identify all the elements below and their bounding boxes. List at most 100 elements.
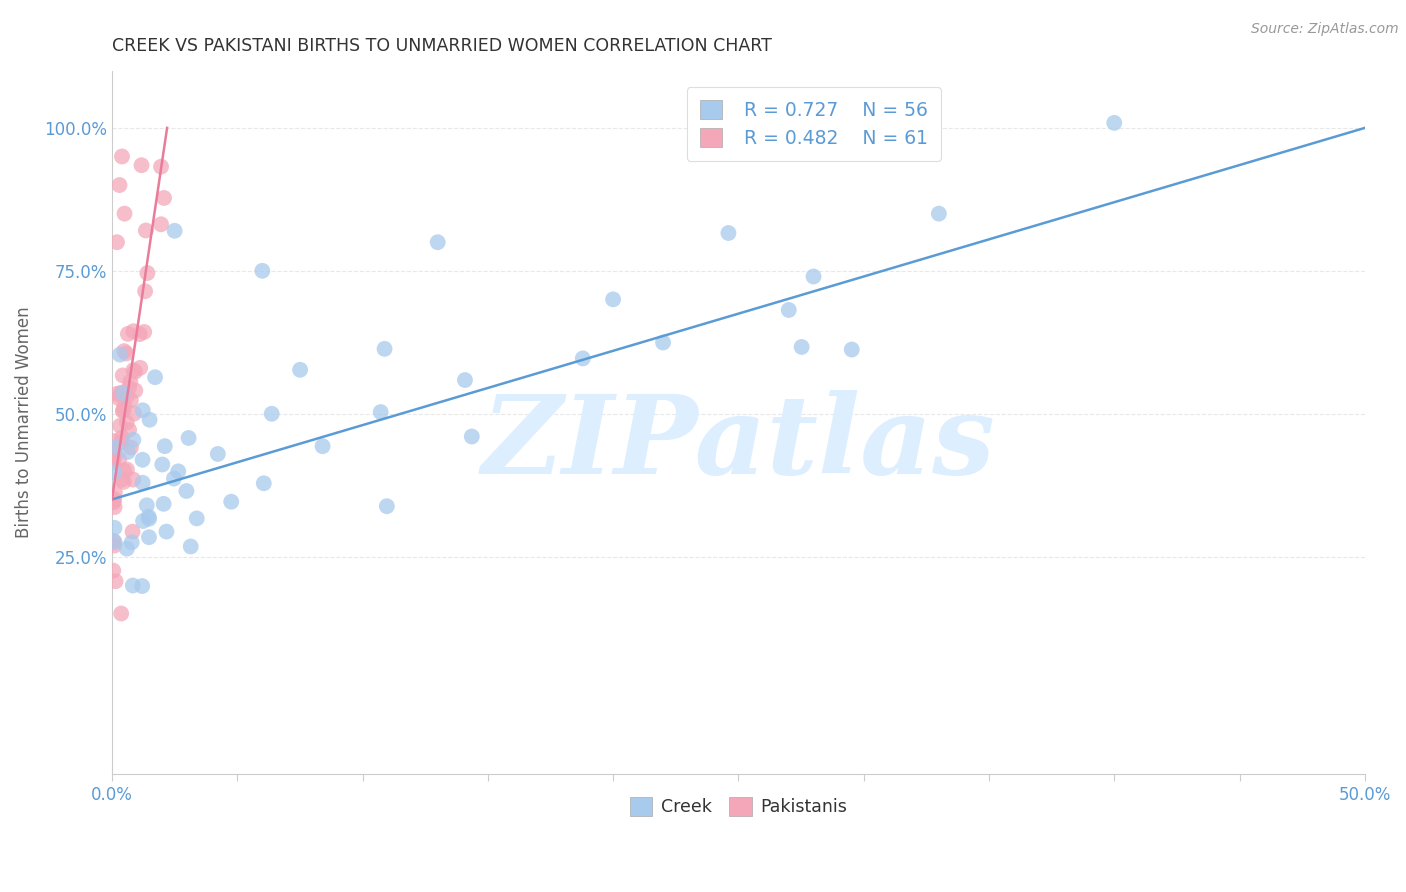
Text: ZIPatlas: ZIPatlas (481, 390, 995, 497)
Point (571, 351, 593, 366)
Point (117, 445, 139, 459)
Point (108, 418, 131, 433)
Point (103, 535, 125, 549)
Point (163, 224, 186, 238)
Point (122, 473, 145, 487)
Point (132, 514, 155, 528)
Point (112, 464, 135, 478)
Point (150, 458, 173, 472)
Point (111, 386, 134, 401)
Point (288, 363, 311, 377)
Point (135, 223, 157, 237)
Point (134, 325, 156, 339)
Point (103, 434, 125, 448)
Point (112, 475, 135, 489)
Point (311, 439, 333, 453)
Point (115, 541, 138, 556)
Point (803, 269, 825, 284)
Point (150, 217, 173, 231)
Point (375, 499, 398, 513)
Point (129, 360, 152, 375)
Point (186, 511, 208, 525)
Point (112, 403, 135, 417)
Point (602, 293, 624, 307)
Point (112, 399, 135, 413)
Point (426, 235, 449, 250)
Point (104, 440, 127, 454)
Point (138, 413, 160, 427)
Point (108, 348, 131, 362)
Point (120, 375, 142, 389)
Point (103, 491, 125, 506)
Point (454, 373, 477, 387)
Point (103, 450, 125, 465)
Text: CREEK VS PAKISTANI BIRTHS TO UNMARRIED WOMEN CORRELATION CHART: CREEK VS PAKISTANI BIRTHS TO UNMARRIED W… (112, 37, 772, 55)
Point (111, 404, 134, 418)
Point (103, 495, 125, 509)
Point (107, 391, 129, 405)
Point (121, 578, 143, 592)
Point (131, 579, 153, 593)
Point (115, 462, 138, 476)
Point (717, 226, 740, 240)
Point (131, 158, 153, 172)
Point (103, 455, 125, 469)
Text: Source: ZipAtlas.com: Source: ZipAtlas.com (1251, 22, 1399, 37)
Point (120, 393, 142, 408)
Point (110, 434, 132, 449)
Point (115, 346, 138, 360)
Point (138, 512, 160, 526)
Point (108, 452, 131, 467)
Point (167, 464, 190, 478)
Legend: Creek, Pakistanis: Creek, Pakistanis (621, 789, 856, 825)
Point (374, 342, 396, 356)
Point (103, 466, 125, 480)
Point (138, 509, 160, 524)
Point (114, 207, 136, 221)
Point (138, 530, 160, 544)
Point (105, 387, 128, 401)
Point (150, 160, 173, 174)
Point (117, 326, 139, 341)
Point (135, 498, 157, 512)
Point (103, 495, 125, 509)
Point (104, 500, 127, 514)
Point (110, 473, 132, 487)
Point (778, 303, 800, 318)
Point (115, 416, 138, 430)
Point (652, 335, 675, 350)
Point (103, 539, 125, 553)
Point (111, 149, 134, 163)
Point (103, 533, 125, 548)
Point (177, 431, 200, 445)
Point (104, 485, 127, 500)
Y-axis label: Births to Unmarried Women: Births to Unmarried Women (15, 307, 32, 538)
Point (111, 368, 134, 383)
Point (790, 340, 813, 354)
Point (103, 450, 125, 465)
Point (370, 405, 392, 419)
Point (111, 431, 134, 445)
Point (121, 535, 143, 549)
Point (1102, 116, 1125, 130)
Point (108, 178, 131, 192)
Point (120, 441, 142, 455)
Point (152, 497, 174, 511)
Point (122, 363, 145, 377)
Point (105, 235, 128, 250)
Point (180, 540, 202, 554)
Point (143, 370, 166, 384)
Point (207, 447, 229, 461)
Point (153, 439, 176, 453)
Point (153, 191, 176, 205)
Point (128, 327, 150, 342)
Point (136, 266, 159, 280)
Point (103, 521, 125, 535)
Point (131, 452, 153, 467)
Point (118, 380, 141, 394)
Point (121, 524, 143, 539)
Point (253, 476, 276, 491)
Point (104, 574, 127, 589)
Point (163, 471, 186, 485)
Point (122, 433, 145, 447)
